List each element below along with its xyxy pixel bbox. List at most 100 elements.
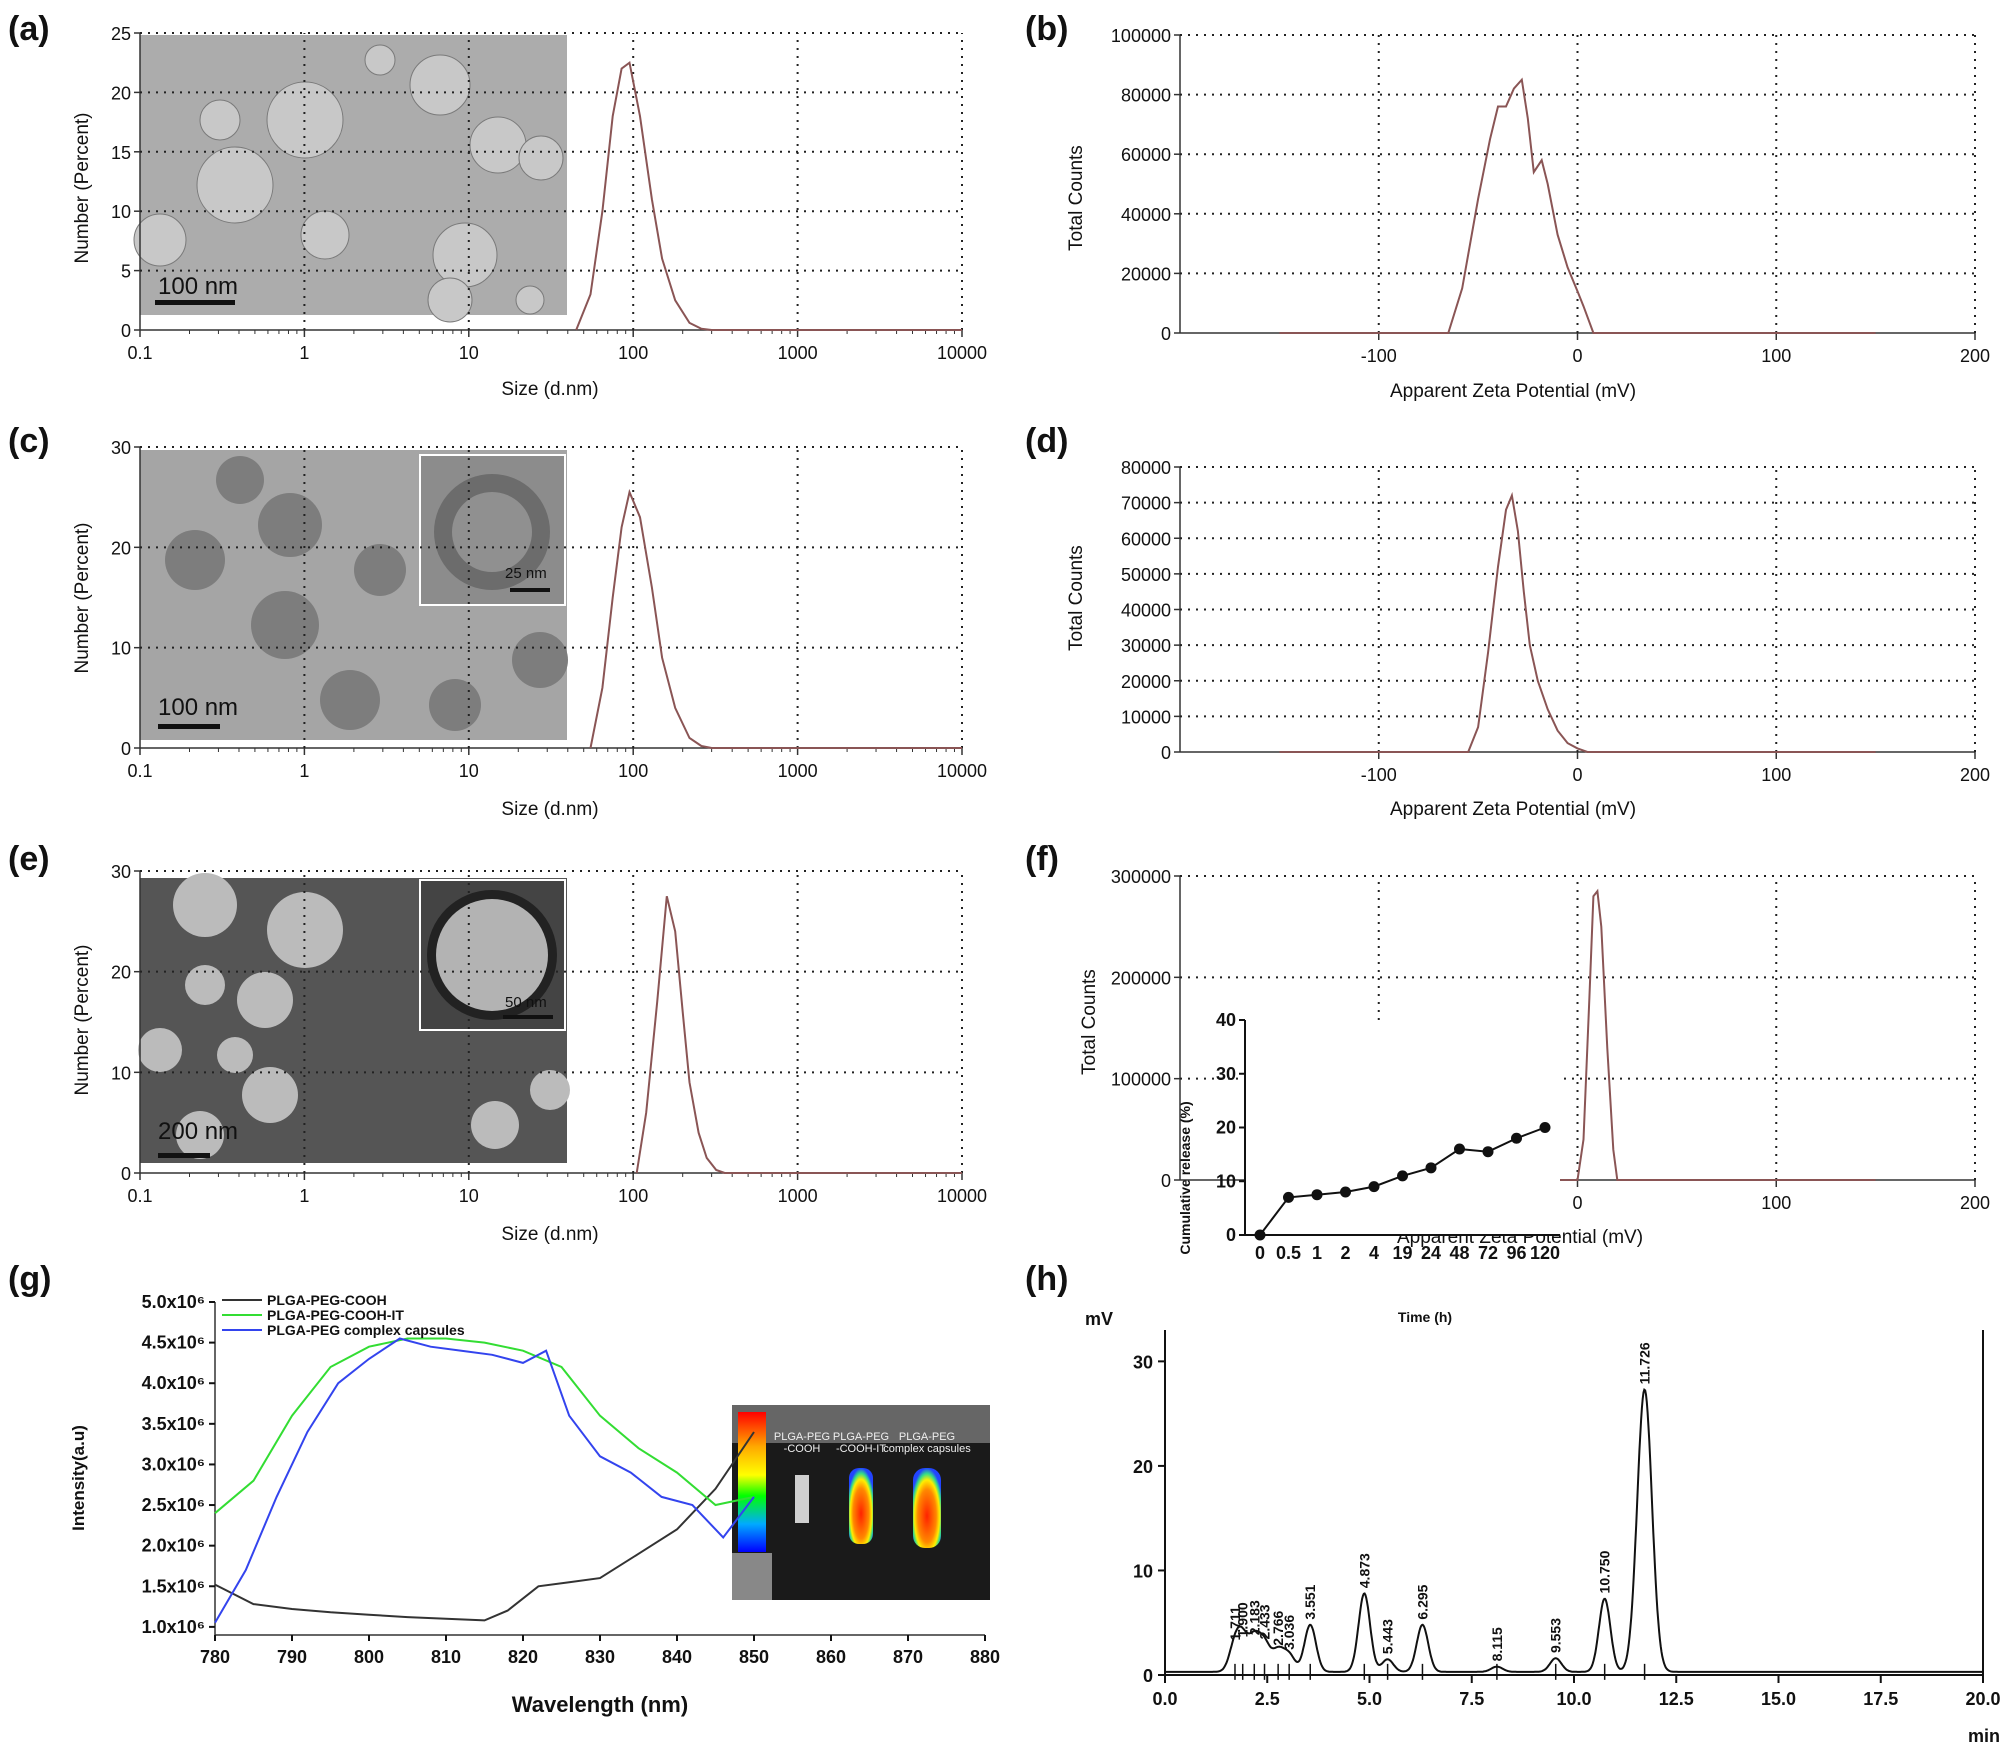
panel-d-x-tick-label: -100 <box>1361 765 1397 785</box>
panel-d-distribution-line <box>1279 491 1876 753</box>
panel-g-y-tick-label: 5.0x10⁶ <box>142 1292 205 1312</box>
panel-g-x-tick-label: 800 <box>354 1647 384 1667</box>
panel-g-series-3-line <box>214 1337 755 1624</box>
panel-c-x-tick-label: 10000 <box>937 761 987 781</box>
fluor-label-2b: -COOH-IT <box>836 1443 886 1455</box>
panel-e-letter: (e) <box>8 840 50 878</box>
tem-c-inset-scale-label: 25 nm <box>505 565 547 582</box>
panel-g-x-tick-label: 810 <box>431 1647 461 1667</box>
panel-a-x-tick-label: 10 <box>459 343 479 363</box>
panel-g-y-tick-label: 4.5x10⁶ <box>142 1333 205 1353</box>
panel-e-y-tick-label: 20 <box>111 963 131 983</box>
panel-c-x-tick-label: 10 <box>459 761 479 781</box>
panel-f-plot: -10001002000100000200000300000 <box>1111 867 1990 1213</box>
panel-f-y-tick-label: 0 <box>1161 1171 1171 1191</box>
panel-g-x-tick-label: 780 <box>200 1647 230 1667</box>
panel-h-peak-label: 2.183 <box>1246 1600 1262 1635</box>
release-inset-y-tick-label: 20 <box>1216 1118 1236 1138</box>
panel-b-y-tick-label: 20000 <box>1121 264 1171 284</box>
panel-e-x-tick-label: 10000 <box>937 1186 987 1206</box>
fluor-label-3a: PLGA-PEG <box>899 1431 955 1443</box>
panel-f-distribution-line <box>1279 888 1876 1181</box>
release-inset-point <box>1454 1143 1465 1155</box>
panel-d-x-tick-label: 0 <box>1572 765 1582 785</box>
release-inset-x-tick-label: 120 <box>1530 1243 1560 1263</box>
panel-a-y-tick-label: 0 <box>121 321 131 341</box>
tem-e-inset-scale-label: 50 nm <box>505 994 547 1011</box>
panel-h-peak-label: 10.750 <box>1597 1550 1613 1593</box>
panel-h-peak-label: 3.036 <box>1281 1615 1297 1650</box>
panel-g-legend-label-1: PLGA-PEG-COOH <box>267 1292 387 1308</box>
release-inset-x-tick-label: 24 <box>1421 1243 1441 1263</box>
panel-h-peak-label: 4.873 <box>1356 1553 1372 1588</box>
release-inset-x-tick-label: 4 <box>1369 1243 1379 1263</box>
panel-g-x-tick-label: 880 <box>970 1647 1000 1667</box>
release-inset-x-tick-label: 96 <box>1506 1243 1526 1263</box>
panel-f-ylabel: Total Counts <box>1079 969 1100 1075</box>
tem-e-scale-label: 200 nm <box>158 1118 238 1145</box>
panel-b-y-tick-label: 40000 <box>1121 205 1171 225</box>
panel-b-y-tick-label: 100000 <box>1111 26 1171 46</box>
release-inset-point <box>1368 1181 1380 1193</box>
panel-h-xunit: min <box>1968 1726 2000 1745</box>
panel-a-y-tick-label: 5 <box>121 262 131 282</box>
panel-c-y-tick-label: 20 <box>111 538 131 558</box>
panel-c-y-tick-label: 10 <box>111 639 131 659</box>
panel-a-ylabel: Number (Percent) <box>72 113 93 264</box>
panel-b-plot: -100 0 100 200 0 20000 40000 60000 80000 100000 <box>1111 26 1990 366</box>
panel-b-letter: (b) <box>1025 10 1068 48</box>
tem-image-e <box>138 873 570 1163</box>
panel-c-x-tick-label: 1 <box>299 761 309 781</box>
panel-e-ylabel: Number (Percent) <box>72 945 93 1096</box>
panel-d-y-tick-label: 10000 <box>1121 707 1171 727</box>
panel-h-peak-label: 6.295 <box>1414 1584 1430 1619</box>
panel-h-peak-label: 5.443 <box>1380 1619 1396 1654</box>
release-inset-point <box>1254 1229 1266 1241</box>
panel-e-y-tick-label: 10 <box>111 1063 131 1083</box>
panel-h-peak-label: 1.900 <box>1235 1602 1251 1637</box>
release-inset-x-tick-label: 72 <box>1478 1243 1498 1263</box>
panel-d-y-tick-label: 60000 <box>1121 529 1171 549</box>
panel-b-y-tick-label: 60000 <box>1121 145 1171 165</box>
panel-h-y-tick-label: 10 <box>1133 1561 1153 1581</box>
panel-b-x-tick-label: -100 <box>1361 346 1397 366</box>
panel-b-ylabel: Total Counts <box>1066 145 1087 251</box>
panel-d-letter: (d) <box>1025 422 1068 460</box>
panel-e-x-tick-label: 0.1 <box>127 1186 152 1206</box>
panel-b-x-tick-label: 200 <box>1960 346 1990 366</box>
panel-d-plot: -100 0 100 200 0 10000 20000 30000 40000 50000 600… <box>1121 458 1990 785</box>
fluorescence-inset <box>732 1405 990 1600</box>
panel-h-y-tick-label: 20 <box>1133 1457 1153 1477</box>
panel-g-x-tick-label: 840 <box>662 1647 692 1667</box>
tem-image-c <box>140 450 568 740</box>
panel-c-plot: 0.1 1 10 100 1000 10000 0 10 20 30 <box>111 438 987 781</box>
panel-g-letter: (g) <box>8 1260 51 1298</box>
panel-a-x-tick-label: 1000 <box>778 343 818 363</box>
panel-h-chromatogram-trace <box>1165 1388 1983 1673</box>
panel-c-y-tick-label: 30 <box>111 438 131 458</box>
panel-f-x-tick-label: 0 <box>1572 1193 1582 1213</box>
panel-g-y-tick-label: 2.5x10⁶ <box>142 1495 205 1515</box>
panel-g-series-1-line <box>214 1431 755 1622</box>
panel-c-x-tick-label: 1000 <box>778 761 818 781</box>
panel-g-x-tick-label: 870 <box>893 1647 923 1667</box>
tem-a-scale-label: 100 nm <box>158 273 238 300</box>
panel-d-y-tick-label: 20000 <box>1121 672 1171 692</box>
panel-c-letter: (c) <box>8 422 50 460</box>
panel-b-x-tick-label: 0 <box>1572 346 1582 366</box>
panel-g-x-tick-label: 790 <box>277 1647 307 1667</box>
panel-c-distribution-line <box>589 488 962 749</box>
release-inset-y-tick-label: 0 <box>1226 1225 1236 1245</box>
panel-g-series-2-line <box>214 1337 755 1514</box>
panel-e-x-tick-label: 10 <box>459 1186 479 1206</box>
panel-d-xlabel: Apparent Zeta Potential (mV) <box>1390 799 1636 820</box>
panel-a-y-tick-label: 15 <box>111 143 131 163</box>
panel-h-peak-label: 2.766 <box>1270 1610 1286 1645</box>
panel-d-y-tick-label: 70000 <box>1121 494 1171 514</box>
panel-g-y-tick-label: 3.5x10⁶ <box>142 1414 205 1434</box>
fluor-label-1b: -COOH <box>784 1443 821 1455</box>
panel-f-letter: (f) <box>1025 840 1059 878</box>
panel-f-y-tick-label: 100000 <box>1111 1070 1171 1090</box>
fluor-label-3b: complex capsules <box>883 1443 971 1455</box>
panel-h-x-tick-label: 17.5 <box>1863 1689 1898 1709</box>
